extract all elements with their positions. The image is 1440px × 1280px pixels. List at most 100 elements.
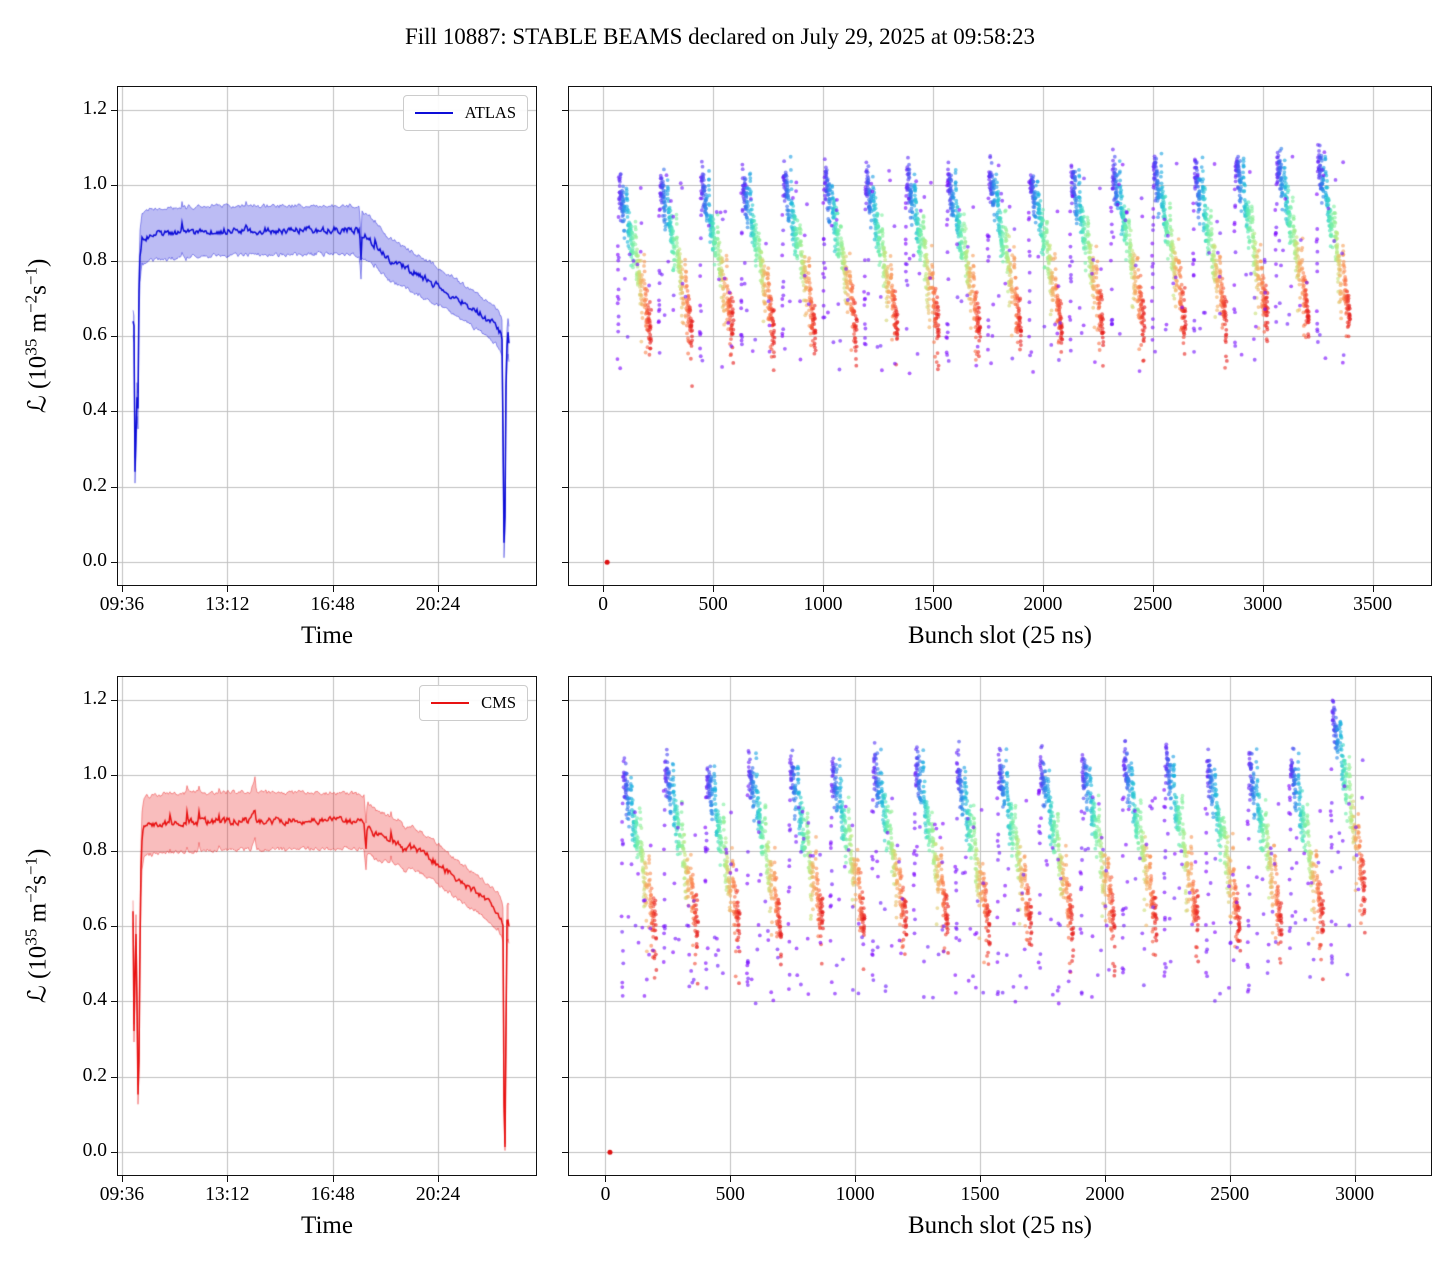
legend-label: ATLAS bbox=[464, 103, 516, 122]
x-tick-label: 16:48 bbox=[310, 594, 355, 615]
x-tick bbox=[1354, 1176, 1356, 1182]
x-tick bbox=[823, 586, 825, 592]
y-tick bbox=[111, 185, 117, 187]
y-tick bbox=[111, 486, 117, 488]
legend-line-sample bbox=[414, 112, 453, 114]
legend-label: CMS bbox=[481, 693, 516, 712]
x-tick-label: 13:12 bbox=[205, 1184, 250, 1205]
x-tick bbox=[1152, 586, 1154, 592]
x-tick bbox=[438, 586, 440, 592]
x-tick bbox=[932, 586, 934, 592]
y-tick bbox=[111, 109, 117, 111]
x-tick-label: 2000 bbox=[1023, 594, 1063, 615]
x-tick bbox=[855, 1176, 857, 1182]
x-tick bbox=[121, 1176, 123, 1182]
x-tick bbox=[1372, 586, 1374, 592]
x-tick-label: 13:12 bbox=[205, 594, 250, 615]
y-tick bbox=[562, 850, 568, 852]
legend-cms: CMS bbox=[419, 685, 528, 721]
x-tick bbox=[730, 1176, 732, 1182]
cms-bunch-canvas bbox=[568, 676, 1432, 1176]
plot-cms-luminosity-per-bunch-slot: Bunch slot (25 ns) 0 500 1000 1500 2000 2500 3… bbox=[562, 676, 1432, 1239]
x-axis-label: Bunch slot (25 ns) bbox=[907, 622, 1093, 649]
y-tick bbox=[111, 850, 117, 852]
atlas-bunch-canvas bbox=[568, 86, 1432, 586]
x-axis-label: Time bbox=[301, 622, 353, 649]
y-tick-label: 1.0 bbox=[82, 763, 107, 785]
y-tick-label: 0.8 bbox=[82, 248, 107, 270]
y-tick-label: 1.2 bbox=[82, 687, 107, 709]
y-tick bbox=[562, 1001, 568, 1003]
plot-cms-luminosity-vs-time: CMS Time ℒ (1035 m−2s−1) 09:36 13:12 16:48… bbox=[21, 676, 537, 1239]
x-tick bbox=[121, 586, 123, 592]
y-tick-label: 0.2 bbox=[82, 1064, 107, 1086]
x-tick-label: 1000 bbox=[803, 594, 843, 615]
x-axis-label: Bunch slot (25 ns) bbox=[907, 1212, 1093, 1239]
x-tick-label: 0 bbox=[600, 1184, 611, 1205]
y-tick bbox=[562, 926, 568, 927]
plot-atlas-luminosity-per-bunch-slot: Bunch slot (25 ns) 0 500 1000 1500 2000 2500 3… bbox=[562, 86, 1432, 649]
x-tick bbox=[1229, 1176, 1231, 1182]
y-tick bbox=[111, 775, 117, 777]
legend-atlas: ATLAS bbox=[402, 95, 528, 131]
y-tick bbox=[562, 1152, 568, 1154]
y-tick bbox=[111, 562, 117, 564]
x-tick-label: 20:24 bbox=[415, 594, 461, 615]
x-tick bbox=[1042, 586, 1044, 592]
y-tick-label: 0.4 bbox=[82, 399, 107, 421]
x-tick-label: 500 bbox=[698, 594, 728, 615]
x-tick bbox=[603, 586, 605, 592]
y-tick bbox=[111, 411, 117, 413]
y-tick-label: 1.2 bbox=[82, 97, 107, 119]
y-tick-label: 0.6 bbox=[82, 324, 107, 346]
y-tick bbox=[562, 109, 568, 111]
y-tick bbox=[111, 336, 117, 337]
x-tick-label: 1000 bbox=[835, 1184, 875, 1205]
y-tick bbox=[111, 260, 117, 262]
x-tick-label: 1500 bbox=[913, 594, 953, 615]
x-tick bbox=[1104, 1176, 1106, 1182]
x-tick bbox=[332, 586, 334, 592]
y-tick bbox=[562, 411, 568, 413]
y-tick bbox=[562, 260, 568, 262]
y-tick bbox=[562, 486, 568, 488]
x-tick-label: 3000 bbox=[1335, 1184, 1375, 1205]
x-tick-label: 09:36 bbox=[99, 1184, 145, 1205]
y-tick bbox=[111, 1152, 117, 1154]
x-tick-label: 1500 bbox=[960, 1184, 1000, 1205]
x-tick bbox=[605, 1176, 607, 1182]
y-tick bbox=[562, 775, 568, 777]
x-tick-label: 3500 bbox=[1353, 594, 1393, 615]
x-tick bbox=[332, 1176, 334, 1182]
x-tick bbox=[980, 1176, 982, 1182]
atlas-time-canvas bbox=[117, 86, 537, 586]
x-tick bbox=[227, 586, 229, 592]
y-tick bbox=[562, 562, 568, 564]
y-tick bbox=[111, 926, 117, 927]
y-tick-label: 0.8 bbox=[82, 838, 107, 860]
y-tick bbox=[111, 699, 117, 701]
y-axis-label: ℒ (1035 m−2s−1) bbox=[21, 258, 52, 414]
legend-line-sample bbox=[431, 702, 470, 704]
y-tick bbox=[562, 336, 568, 337]
y-tick-label: 0.4 bbox=[82, 989, 107, 1011]
x-tick-label: 3000 bbox=[1243, 594, 1283, 615]
y-tick-label: 0.2 bbox=[82, 474, 107, 496]
y-tick bbox=[111, 1001, 117, 1003]
cms-time-canvas bbox=[117, 676, 537, 1176]
y-tick bbox=[562, 1076, 568, 1078]
y-tick-label: 0.6 bbox=[82, 914, 107, 936]
x-tick-label: 2500 bbox=[1133, 594, 1173, 615]
x-tick-label: 500 bbox=[715, 1184, 745, 1205]
x-tick bbox=[1262, 586, 1264, 592]
y-tick-label: 0.0 bbox=[82, 1140, 107, 1162]
y-axis-label: ℒ (1035 m−2s−1) bbox=[21, 848, 52, 1004]
plot-atlas-luminosity-vs-time: ATLAS Time ℒ (1035 m−2s−1) 09:36 13:12 16:… bbox=[21, 86, 537, 649]
x-tick-label: 20:24 bbox=[415, 1184, 461, 1205]
x-axis-label: Time bbox=[301, 1212, 353, 1239]
y-tick-label: 0.0 bbox=[82, 550, 107, 572]
x-tick-label: 16:48 bbox=[310, 1184, 355, 1205]
figure-title: Fill 10887: STABLE BEAMS declared on Jul… bbox=[405, 24, 1035, 49]
x-tick bbox=[713, 586, 715, 592]
